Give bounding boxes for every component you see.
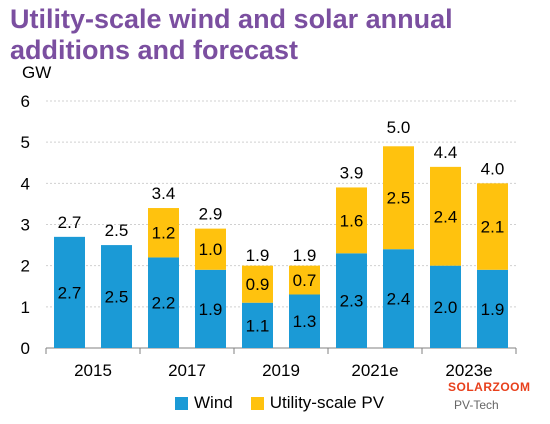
bar-wind (195, 269, 226, 348)
data-label-pv: 1.6 (340, 211, 364, 230)
y-tick-label: 4 (21, 174, 30, 193)
y-tick-label: 1 (21, 298, 30, 317)
y-tick-label: 2 (21, 257, 30, 276)
chart-title-line-2: additions and forecast (10, 35, 299, 65)
data-label-total: 5.0 (387, 118, 411, 137)
x-tick-label: 2017 (168, 361, 206, 380)
bar-pv (289, 265, 320, 295)
legend: Wind Utility-scale PV (175, 393, 402, 413)
y-tick-label: 0 (21, 339, 30, 358)
y-tick-label: 5 (21, 133, 30, 152)
legend-swatch-pv (250, 396, 264, 410)
data-label-wind: 2.3 (340, 292, 364, 311)
bar-wind (477, 269, 508, 348)
x-tick-label: 2015 (74, 361, 112, 380)
bar-wind (289, 294, 320, 348)
y-axis-label: GW (22, 63, 51, 82)
bar-pv (430, 166, 461, 266)
x-tick-label: 2021e (351, 361, 398, 380)
legend-label-wind: Wind (194, 393, 233, 412)
data-label-pv: 2.1 (481, 218, 505, 237)
legend-item-wind: Wind (175, 393, 233, 413)
bar-wind (336, 253, 367, 348)
data-label-total: 3.4 (152, 184, 176, 203)
bar-pv (242, 265, 273, 303)
bar-pv (336, 187, 367, 254)
data-label-total: 4.4 (434, 143, 458, 162)
data-label-wind: 1.9 (481, 300, 505, 319)
data-label-pv: 1.2 (152, 224, 176, 243)
data-label-total: 1.9 (246, 246, 270, 265)
y-tick-label: 6 (21, 92, 30, 111)
data-label-wind: 1.1 (246, 316, 270, 335)
chart-title: Utility-scale wind and solar annual addi… (10, 4, 530, 66)
data-label-wind: 2.7 (58, 283, 82, 302)
data-label-total: 3.9 (340, 163, 364, 182)
bar-pv (148, 208, 179, 258)
bar-pv (383, 146, 414, 250)
data-label-wind: 1.9 (199, 300, 223, 319)
data-label-total: 2.5 (105, 221, 129, 240)
data-label-total: 4.0 (481, 159, 505, 178)
data-label-wind: 2.2 (152, 294, 176, 313)
chart-title-line-1: Utility-scale wind and solar annual (10, 4, 453, 34)
bar-pv (195, 228, 226, 270)
x-tick-label: 2023e (445, 361, 492, 380)
legend-label-pv: Utility-scale PV (269, 393, 385, 412)
bar-wind (54, 236, 85, 348)
bar-wind (242, 302, 273, 348)
bar-wind (148, 257, 179, 348)
data-label-pv: 1.0 (199, 240, 223, 259)
data-label-pv: 0.7 (293, 271, 317, 290)
watermark-source: PV-Tech (454, 398, 499, 412)
data-label-total: 2.7 (58, 213, 82, 232)
bar-wind (101, 245, 132, 348)
x-tick-label: 2019 (262, 361, 300, 380)
data-label-pv: 2.4 (434, 207, 458, 226)
bar-wind (430, 265, 461, 348)
legend-item-pv: Utility-scale PV (250, 393, 385, 413)
data-label-pv: 2.5 (387, 189, 411, 208)
y-tick-label: 3 (21, 216, 30, 235)
data-label-wind: 1.3 (293, 312, 317, 331)
data-label-wind: 2.5 (105, 288, 129, 307)
data-label-wind: 2.4 (387, 290, 411, 309)
data-label-total: 2.9 (199, 205, 223, 224)
watermark-brand: SOLARZOOM (448, 380, 531, 394)
bar-wind (383, 249, 414, 348)
data-label-total: 1.9 (293, 246, 317, 265)
data-label-pv: 0.9 (246, 275, 270, 294)
bar-pv (477, 183, 508, 270)
data-label-wind: 2.0 (434, 298, 458, 317)
legend-swatch-wind (175, 396, 188, 410)
